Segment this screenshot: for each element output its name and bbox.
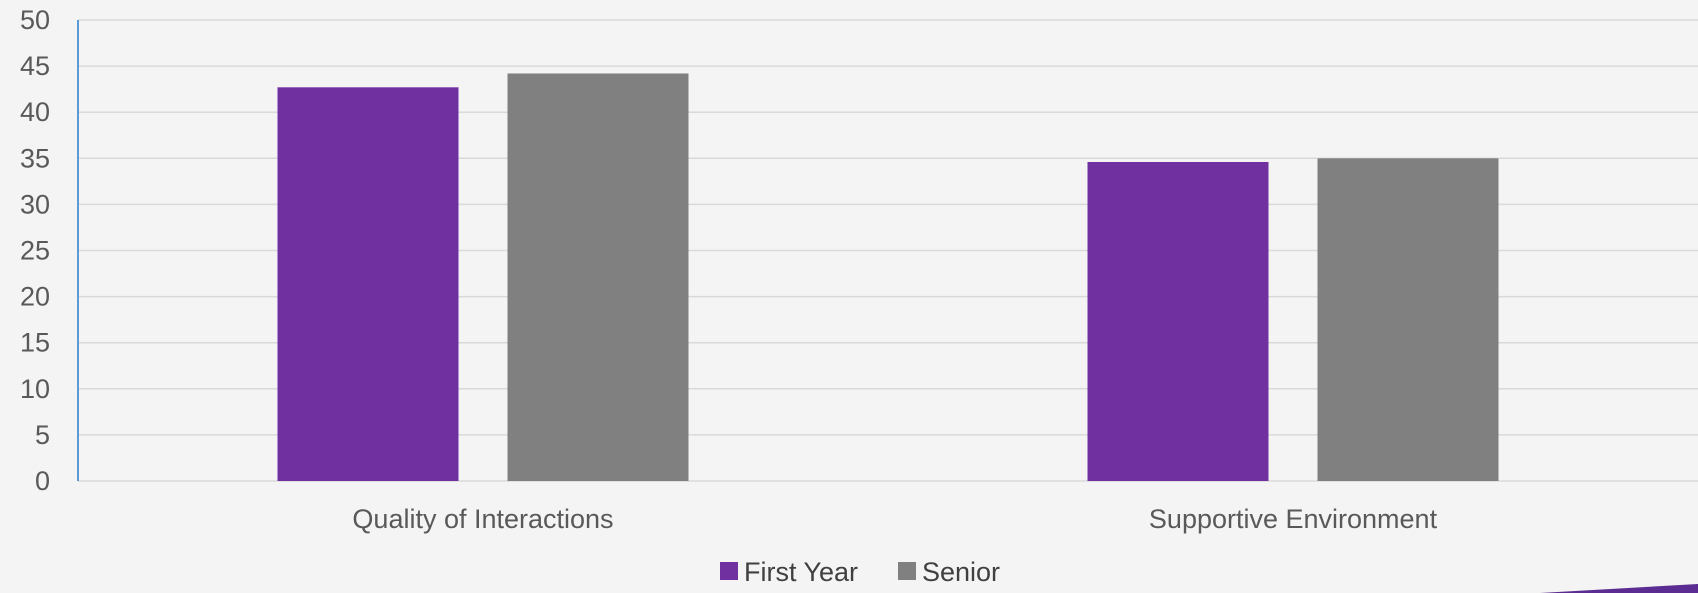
y-tick-label-50: 50 (20, 5, 50, 35)
y-tick-label-40: 40 (20, 97, 50, 127)
bar-first-year-1 (277, 87, 459, 481)
y-tick-label-25: 25 (20, 236, 50, 266)
category-label-2: Supportive Environment (1149, 504, 1438, 534)
y-tick-label-5: 5 (35, 420, 50, 450)
bar-senior-1 (507, 73, 689, 481)
legend-label-first-year: First Year (744, 557, 858, 587)
corner-accent-shape (1540, 584, 1698, 593)
y-axis-tick-labels: 0 5 10 15 20 25 30 35 40 45 50 (20, 5, 50, 496)
y-tick-label-15: 15 (20, 328, 50, 358)
y-tick-label-35: 35 (20, 143, 50, 173)
legend-swatch-first-year (720, 562, 738, 580)
bars (277, 73, 1499, 482)
legend-label-senior: Senior (922, 557, 1000, 587)
x-axis-category-labels: Quality of Interactions Supportive Enviro… (352, 504, 1437, 534)
legend: First Year Senior (720, 557, 1000, 587)
y-tick-label-0: 0 (35, 466, 50, 496)
y-tick-label-45: 45 (20, 51, 50, 81)
bar-first-year-2 (1087, 161, 1269, 481)
y-tick-label-30: 30 (20, 189, 50, 219)
category-label-1: Quality of Interactions (352, 504, 613, 534)
y-tick-label-10: 10 (20, 374, 50, 404)
legend-swatch-senior (898, 562, 916, 580)
bar-senior-2 (1317, 158, 1499, 482)
y-tick-label-20: 20 (20, 282, 50, 312)
